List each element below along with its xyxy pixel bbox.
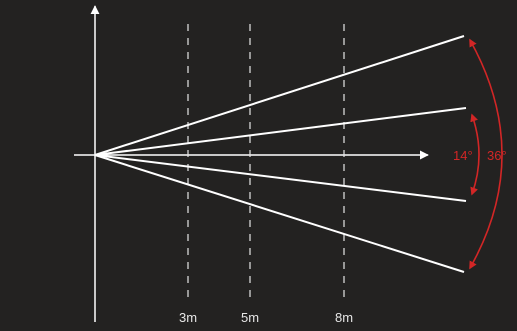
angle-arc-14 xyxy=(470,113,480,196)
beam-inner-upper xyxy=(94,107,467,156)
distance-label-8m: 8m xyxy=(335,310,353,325)
beam-outer-upper xyxy=(94,35,465,156)
angle-arc-36 xyxy=(469,38,503,270)
angle-label-14: 14° xyxy=(453,148,473,163)
distance-label-5m: 5m xyxy=(241,310,259,325)
distance-label-3m: 3m xyxy=(179,310,197,325)
angle-label-36: 36° xyxy=(487,148,507,163)
beam-outer-lower xyxy=(94,154,465,273)
beam-inner-lower xyxy=(94,154,467,202)
